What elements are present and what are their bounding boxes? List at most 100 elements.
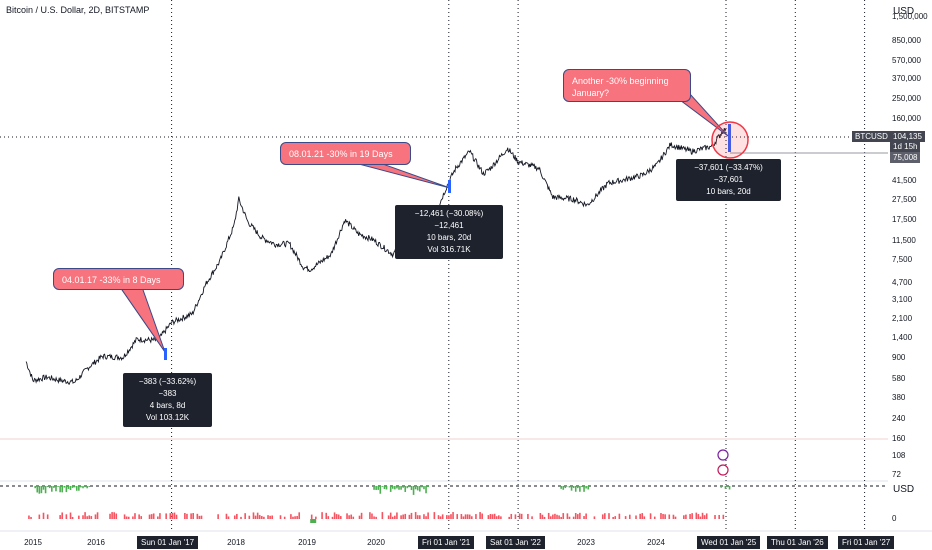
- indicator-bar-red: [59, 515, 61, 519]
- indicator-bar-red: [69, 512, 72, 519]
- indicator-bar-red: [152, 513, 155, 519]
- level-tag: 75,008: [890, 152, 921, 163]
- indicator-bar-red: [468, 514, 471, 519]
- indicator-bar-green: [46, 486, 49, 488]
- callout-2025[interactable]: Another -30% beginning January?: [563, 69, 691, 102]
- y-tick-label: 380: [892, 393, 906, 402]
- indicator-bar-red: [256, 512, 259, 519]
- indicator-bar-red: [508, 516, 510, 519]
- indicator-bar-red: [233, 515, 236, 519]
- indicator-bar-green: [389, 486, 392, 492]
- indicator-bar-green: [568, 486, 571, 488]
- x-tick-label: 2016: [87, 538, 105, 547]
- indicator-bar-green: [396, 486, 398, 489]
- indicator-bar-red: [298, 512, 301, 519]
- measure-2021-line1: −12,461 (−30.08%) −12,461: [414, 209, 484, 230]
- indicator-bar-red: [672, 514, 675, 519]
- indicator-bar-green: [562, 486, 565, 490]
- indicator-bar-red: [699, 516, 702, 519]
- y-tick-label: 850,000: [892, 36, 921, 45]
- indicator-bar-red: [391, 516, 394, 519]
- indicator-bar-red: [333, 512, 336, 519]
- indicator-bar-green: [416, 486, 419, 491]
- y-tick-label: 580: [892, 374, 906, 383]
- countdown-tag: 1d 15h: [890, 141, 921, 152]
- measure-marker-2021: [448, 180, 451, 193]
- indicator-bar-red: [267, 515, 269, 519]
- indicator-bar-red: [94, 514, 97, 519]
- indicator-bar-red: [423, 514, 425, 519]
- indicator-bar-red: [279, 515, 282, 519]
- indicator-bar-red: [315, 516, 317, 519]
- indicator-bar-red: [260, 516, 263, 519]
- indicator-bar-red: [127, 516, 130, 519]
- y-tick-label: 1,400: [892, 333, 913, 342]
- indicator-bar-green: [587, 486, 589, 490]
- callout-2021[interactable]: 08.01.21 -30% in 19 Days: [280, 142, 411, 165]
- y-tick-label: 160,000: [892, 114, 921, 123]
- y-tick-label: 250,000: [892, 94, 921, 103]
- indicator-bar-red: [649, 513, 652, 519]
- y-tick-label: 17,500: [892, 215, 917, 224]
- y-tick-label: 7,500: [892, 255, 913, 264]
- indicator-bar-green: [80, 486, 82, 488]
- indicator-bar-red: [258, 515, 261, 519]
- indicator-bar-red: [86, 516, 88, 519]
- indicator-bar-red: [664, 514, 666, 519]
- last-price-tag: 104,135: [890, 131, 925, 142]
- indicator-bar-red: [510, 513, 513, 519]
- indicator-bar-green: [42, 486, 45, 490]
- y-tick-label: 108: [892, 451, 906, 460]
- indicator-bar-red: [643, 516, 646, 519]
- x-tick-label: 2023: [577, 538, 595, 547]
- y-tick-label: 1,500,000: [892, 12, 928, 21]
- indicator-bar-green: [69, 486, 72, 491]
- indicator-bar-red: [425, 516, 427, 519]
- indicator-bar-red: [439, 516, 442, 519]
- price-series-line: [25, 127, 727, 385]
- indicator-bar-red: [604, 513, 606, 519]
- indicator-bar-green: [57, 486, 59, 487]
- indicator-bar-green: [40, 486, 43, 494]
- indicator-bar-green: [425, 486, 427, 494]
- indicator-bar-red: [558, 515, 560, 519]
- indicator-bar-green: [408, 486, 411, 488]
- indicator-bar-green: [564, 486, 567, 489]
- indicator-bar-red: [387, 515, 390, 519]
- indicator-bar-red: [335, 514, 338, 519]
- callout-2017[interactable]: 04.01.17 -33% in 8 Days: [53, 268, 184, 290]
- indicator-bar-green: [726, 486, 729, 488]
- indicator-bar-red: [358, 515, 361, 519]
- time-label-2022: Sat 01 Jan '22: [486, 536, 545, 549]
- indicator-bar-red: [641, 513, 644, 519]
- indicator-bar-red: [410, 512, 413, 519]
- indicator-bar-red: [547, 512, 550, 519]
- indicator-bar-red: [674, 516, 677, 519]
- indicator-bar-green: [577, 486, 579, 489]
- indicator-bar-red: [111, 512, 113, 519]
- indicator-bar-red: [722, 514, 725, 519]
- measure-2017-line2: 4 bars, 8d: [149, 401, 186, 410]
- indicator-bar-red: [446, 515, 448, 519]
- indicator-bar-red: [389, 512, 392, 519]
- event-icon-plus: [717, 449, 729, 461]
- currency-label[interactable]: USD: [893, 6, 915, 17]
- indicator-bar-red: [339, 516, 342, 519]
- indicator-bar-red: [583, 516, 585, 519]
- indicator-bar-red: [109, 513, 111, 519]
- indicator-bar-red: [271, 515, 273, 519]
- indicator-bar-red: [695, 512, 698, 519]
- indicator-bar-red: [140, 516, 143, 519]
- indicator-bar-red: [310, 514, 313, 519]
- indicator-bar-red: [290, 514, 292, 519]
- indicator-bar-red: [184, 512, 186, 519]
- indicator-bar-red: [337, 514, 340, 519]
- indicator-bar-red: [38, 514, 41, 519]
- indicator-bar-green: [78, 486, 80, 491]
- indicator-bar-red: [552, 514, 554, 519]
- indicator-bar-red: [192, 513, 194, 519]
- indicator-bar-green: [398, 486, 400, 490]
- indicator-bar-red: [200, 515, 203, 519]
